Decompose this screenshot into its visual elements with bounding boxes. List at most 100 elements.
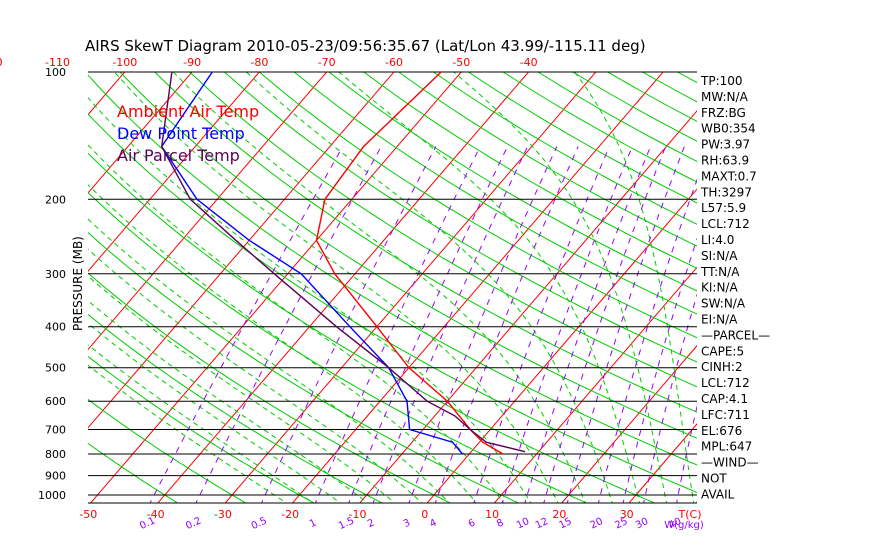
index-line: —WIND—	[701, 456, 759, 470]
dry-adiabat-line	[778, 53, 870, 506]
mixing-ratio-unit-label: W(g/kg)	[664, 520, 704, 531]
mixing-ratio-tick-label: 20	[589, 516, 605, 531]
stability-indices: TP:100MW:N/AFRZ:BGWB0:354PW:3.97RH:63.9M…	[700, 74, 770, 501]
mixing-ratio-line	[408, 146, 558, 503]
dry-adiabat-line	[432, 72, 697, 225]
top-temp-tick-label: -110	[45, 56, 70, 69]
isotherm-line	[88, 72, 328, 351]
index-line: EI:N/A	[701, 313, 738, 327]
dry-adiabat-line	[744, 53, 870, 506]
index-line: LCL:712	[701, 376, 750, 390]
pressure-tick-label: 600	[45, 395, 66, 408]
dry-adiabat-line	[363, 72, 697, 269]
isotherm-line	[88, 72, 260, 273]
isotherm-line	[628, 423, 697, 503]
top-temp-tick-label: -50	[452, 56, 470, 69]
dry-adiabat-line	[154, 72, 697, 413]
pressure-tick-label: 200	[45, 193, 66, 206]
bottom-temp-tick-label: -30	[214, 508, 232, 521]
mixing-ratio-line	[149, 146, 344, 503]
isotherm-line	[493, 266, 697, 503]
mixing-ratio-tick-label: 1	[308, 517, 318, 530]
mixing-ratio-line	[643, 293, 697, 503]
mixing-ratio-line	[524, 146, 651, 503]
top-temp-tick-label: -100	[112, 56, 137, 69]
index-line: CAPE:5	[701, 344, 744, 358]
temp-unit-label: T(C)	[678, 508, 702, 521]
mixing-ratio-tick-label: 10	[515, 516, 531, 531]
pressure-tick-label: 500	[45, 362, 66, 375]
index-line: WB0:354	[701, 122, 756, 136]
index-line: PW:3.97	[701, 138, 750, 152]
bottom-temp-tick-label: 30	[620, 508, 634, 521]
isotherm-line	[89, 72, 462, 503]
mixing-ratio-line	[372, 146, 529, 503]
mixing-ratio-line	[543, 146, 667, 503]
index-line: MW:N/A	[701, 90, 749, 104]
dry-adiabat-line	[397, 72, 697, 247]
mixing-ratio-tick-label: 6	[467, 517, 477, 530]
isotherm-line	[224, 72, 597, 503]
dry-adiabat-line	[188, 72, 697, 388]
index-line: LI:4.0	[701, 233, 734, 247]
bottom-temp-tick-label: -40	[147, 508, 165, 521]
mixing-ratio-tick-label: 2	[366, 517, 376, 530]
mixing-ratio-line	[501, 146, 633, 503]
mixing-ratio-line	[314, 146, 481, 503]
isotherm-line	[761, 53, 870, 506]
mixing-ratio-tick-label: 4	[428, 517, 438, 530]
profile-line	[315, 72, 504, 455]
chart-title: AIRS SkewT Diagram 2010-05-23/09:56:35.6…	[85, 37, 646, 55]
mixing-ratio-tick-label: 3	[402, 517, 412, 530]
index-line: MPL:647	[701, 440, 752, 454]
legend-entry: Dew Point Temp	[117, 124, 245, 143]
isobar-lines	[88, 71, 697, 504]
top-temp-tick-label: -80	[250, 56, 268, 69]
legend-entry: Air Parcel Temp	[117, 146, 240, 165]
mixing-ratio-line	[260, 146, 437, 503]
isotherm-line	[359, 110, 697, 503]
moist-adiabat-line	[574, 72, 695, 503]
pressure-tick-label: 800	[45, 448, 66, 461]
moist-adiabat-line	[113, 72, 559, 503]
dry-adiabat-line	[258, 72, 697, 339]
mixing-ratio-line	[566, 146, 685, 503]
mixing-ratio-line	[622, 237, 697, 503]
top-temp-tick-label: -60	[385, 56, 403, 69]
isotherm-line	[157, 72, 530, 503]
index-line: TP:100	[700, 74, 743, 88]
pressure-tick-label: 700	[45, 424, 66, 437]
dry-adiabat-line	[676, 72, 697, 84]
pressure-tick-label: 400	[45, 321, 66, 334]
dry-adiabat-line	[328, 72, 697, 292]
index-line: NOT	[701, 472, 727, 486]
profile-line	[160, 72, 464, 455]
mixing-ratio-tick-label: 8	[495, 517, 505, 530]
index-line: MAXT:0.7	[701, 169, 757, 183]
mixing-ratio-tick-label: 0.2	[184, 515, 203, 532]
index-line: L57:5.9	[701, 201, 746, 215]
mixing-ratio-line	[676, 404, 697, 503]
bottom-temp-tick-label: -50	[79, 508, 97, 521]
profile-lines	[160, 72, 526, 455]
pressure-tick-label: 1000	[38, 489, 66, 502]
top-temp-tick-label: -90	[183, 56, 201, 69]
top-temp-tick-label: -120	[0, 56, 3, 69]
mixing-ratio-tick-label: 25	[613, 516, 629, 531]
mixing-ratio-line	[597, 178, 697, 503]
mixing-ratio-line	[348, 146, 508, 503]
pressure-tick-label: 100	[45, 66, 66, 79]
mixing-ratio-tick-label: 0.5	[250, 515, 269, 532]
isotherm-line	[561, 344, 697, 503]
mixing-ratio-tick-label: 12	[534, 516, 550, 531]
isotherm-line	[426, 188, 697, 503]
index-line: CINH:2	[701, 360, 743, 374]
dry-adiabat-line	[223, 72, 697, 363]
isotherm-line	[291, 72, 664, 503]
bottom-temp-tick-label: -10	[349, 508, 367, 521]
y-axis-label: PRESSURE (MB)	[71, 236, 85, 331]
mixing-ratio-tick-label: 40	[667, 516, 683, 531]
top-temp-tick-label: -40	[520, 56, 538, 69]
moist-adiabat-line	[172, 72, 586, 503]
